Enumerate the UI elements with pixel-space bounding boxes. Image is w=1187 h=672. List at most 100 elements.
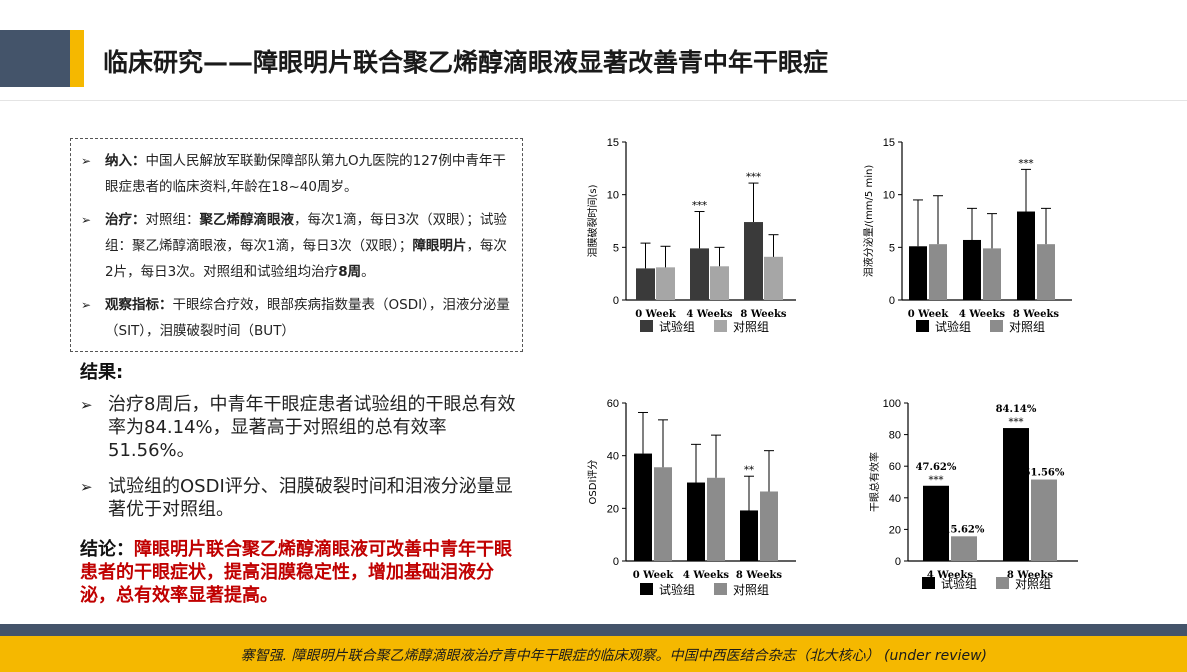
y-axis-label: 泪膜破裂时间(s) (586, 184, 599, 257)
footer-bar (0, 624, 1187, 636)
bar-test (636, 268, 655, 300)
significance-mark: *** (746, 172, 761, 183)
chart-sit-svg: 0 5 10 15 泪液分泌量/(mm/5 min) 0 Week 4 Weeks *** 8 … (862, 137, 1072, 334)
header-accent (70, 30, 84, 87)
x-tick-label: 0 Week (633, 570, 675, 581)
legend-swatch (714, 320, 727, 332)
y-tick-label: 0 (895, 556, 901, 568)
legend-swatch (990, 320, 1003, 332)
bar-test (634, 453, 652, 561)
y-tick-label: 5 (613, 242, 619, 254)
bar-control (760, 491, 778, 561)
significance-mark: *** (929, 475, 944, 486)
y-tick-label: 0 (613, 556, 619, 568)
methods-box: ➢ 纳入：中国人民解放军联勤保障部队第九O九医院的127例中青年干眼症患者的临床… (70, 138, 523, 352)
result-item-1: ➢ 治疗8周后，中青年干眼症患者试验组的干眼总有效率为84.14%，显著高于对照… (80, 394, 516, 461)
legend-swatch (922, 577, 935, 589)
conclusion: 结论：障眼明片联合聚乙烯醇滴眼液可改善中青年干眼患者的干眼症状，提高泪膜稳定性，… (80, 539, 512, 606)
chart-but-svg: 0 5 10 15 泪膜破裂时间(s) 0 Week *** 4 Weeks *** 8 Week… (586, 137, 796, 334)
bar-control (1031, 479, 1057, 561)
y-tick-label: 20 (607, 503, 619, 515)
footer: 寨智强. 障眼明片联合聚乙烯醇滴眼液治疗青中年干眼症的临床观察。中国中西医结合杂… (0, 636, 1187, 672)
legend-label: 对照组 (733, 320, 769, 334)
y-tick-label: 15 (883, 137, 895, 149)
y-tick-label: 80 (889, 430, 901, 442)
data-label: 51.56% (1024, 468, 1065, 479)
legend-label: 对照组 (733, 583, 769, 597)
result-item-2: ➢ 试验组的OSDI评分、泪膜破裂时间和泪液分泌量显著优于对照组。 (80, 476, 513, 520)
significance-mark: ** (744, 465, 754, 476)
y-tick-label: 20 (889, 524, 901, 536)
legend-label: 试验组 (659, 319, 695, 334)
footer-citation: 寨智强. 障眼明片联合聚乙烯醇滴眼液治疗青中年干眼症的临床观察。中国中西医结合杂… (240, 648, 987, 664)
significance-mark: *** (1019, 158, 1034, 169)
arrow-bullet-icon: ➢ (81, 154, 92, 168)
arrow-bullet-icon: ➢ (81, 213, 92, 227)
legend-swatch (916, 320, 929, 332)
bar-control (929, 244, 947, 300)
bar-test (744, 222, 763, 300)
y-tick-label: 60 (889, 461, 901, 473)
y-axis-label: 泪液分泌量/(mm/5 min) (862, 165, 875, 278)
y-tick-label: 40 (889, 493, 901, 505)
bar-control (951, 536, 977, 561)
bar-test (963, 239, 981, 300)
chart-sit: 0 5 10 15 泪液分泌量/(mm/5 min) 0 Week 4 Weeks *** 8 … (855, 130, 1075, 345)
significance-mark: *** (692, 201, 707, 212)
y-axis-label: OSDI评分 (587, 460, 599, 505)
y-tick-label: 40 (607, 451, 619, 463)
arrow-bullet-icon: ➢ (81, 298, 92, 312)
y-tick-label: 100 (883, 398, 901, 410)
chart-but: 0 5 10 15 泪膜破裂时间(s) 0 Week *** 4 Weeks *** 8 Week… (580, 130, 800, 345)
y-tick-label: 10 (607, 190, 619, 202)
chart-efficacy: 0 20 40 60 80 100 干眼总有效率 47.62% 15.62% *** 4 Weeks… (855, 395, 1078, 610)
chart-efficacy-svg: 0 20 40 60 80 100 干眼总有效率 47.62% 15.62% *** 4 Weeks… (868, 398, 1078, 591)
y-tick-label: 5 (889, 242, 895, 254)
bar-test (687, 482, 705, 561)
bar-control (656, 267, 675, 300)
x-tick-label: 8 Weeks (1013, 309, 1060, 320)
legend-swatch (640, 320, 653, 332)
legend-swatch (640, 583, 653, 595)
bar-test (1017, 211, 1035, 300)
x-tick-label: 0 Week (908, 309, 950, 320)
arrow-bullet-icon: ➢ (80, 396, 93, 414)
arrow-bullet-icon: ➢ (80, 478, 93, 496)
data-label: 15.62% (944, 524, 985, 535)
method-observation: ➢ 观察指标：干眼综合疗效，眼部疾病指数量表（OSDI），泪液分泌量（SIT），… (81, 292, 512, 344)
data-label: 84.14% (996, 404, 1037, 415)
x-tick-label: 4 Weeks (686, 309, 733, 320)
legend-swatch (714, 583, 727, 595)
chart-osdi-svg: 0 20 40 60 OSDI评分 0 Week 4 Weeks ** 8 Weeks 试验组 对照… (587, 398, 796, 597)
header-block (0, 30, 70, 87)
bar-test (690, 248, 709, 300)
bar-control (710, 266, 729, 300)
x-tick-label: 8 Weeks (736, 570, 783, 581)
x-tick-label: 4 Weeks (927, 570, 974, 581)
bar-test (909, 246, 927, 300)
data-label: 47.62% (916, 462, 957, 473)
bar-test (740, 510, 758, 561)
x-tick-label: 4 Weeks (683, 570, 730, 581)
bar-test (1003, 428, 1029, 561)
legend-label: 试验组 (941, 576, 977, 591)
bar-control (654, 467, 672, 561)
x-tick-label: 0 Week (635, 309, 677, 320)
x-tick-label: 4 Weeks (959, 309, 1006, 320)
legend-swatch (996, 577, 1009, 589)
x-tick-label: 8 Weeks (1007, 570, 1054, 581)
chart-osdi: 0 20 40 60 OSDI评分 0 Week 4 Weeks ** 8 Weeks 试验组 对照… (580, 395, 800, 610)
results-heading: 结果: (80, 362, 124, 383)
bar-control (707, 477, 725, 561)
y-tick-label: 0 (889, 295, 895, 307)
page-title: 临床研究——障眼明片联合聚乙烯醇滴眼液显著改善青中年干眼症 (103, 48, 829, 77)
y-tick-label: 15 (607, 137, 619, 149)
x-tick-label: 8 Weeks (740, 309, 787, 320)
bar-control (1037, 244, 1055, 300)
legend-label: 试验组 (659, 582, 695, 597)
significance-mark: *** (1009, 417, 1024, 428)
y-tick-label: 10 (883, 190, 895, 202)
bar-test (923, 485, 949, 561)
legend-label: 试验组 (935, 319, 971, 334)
legend-label: 对照组 (1015, 577, 1051, 591)
